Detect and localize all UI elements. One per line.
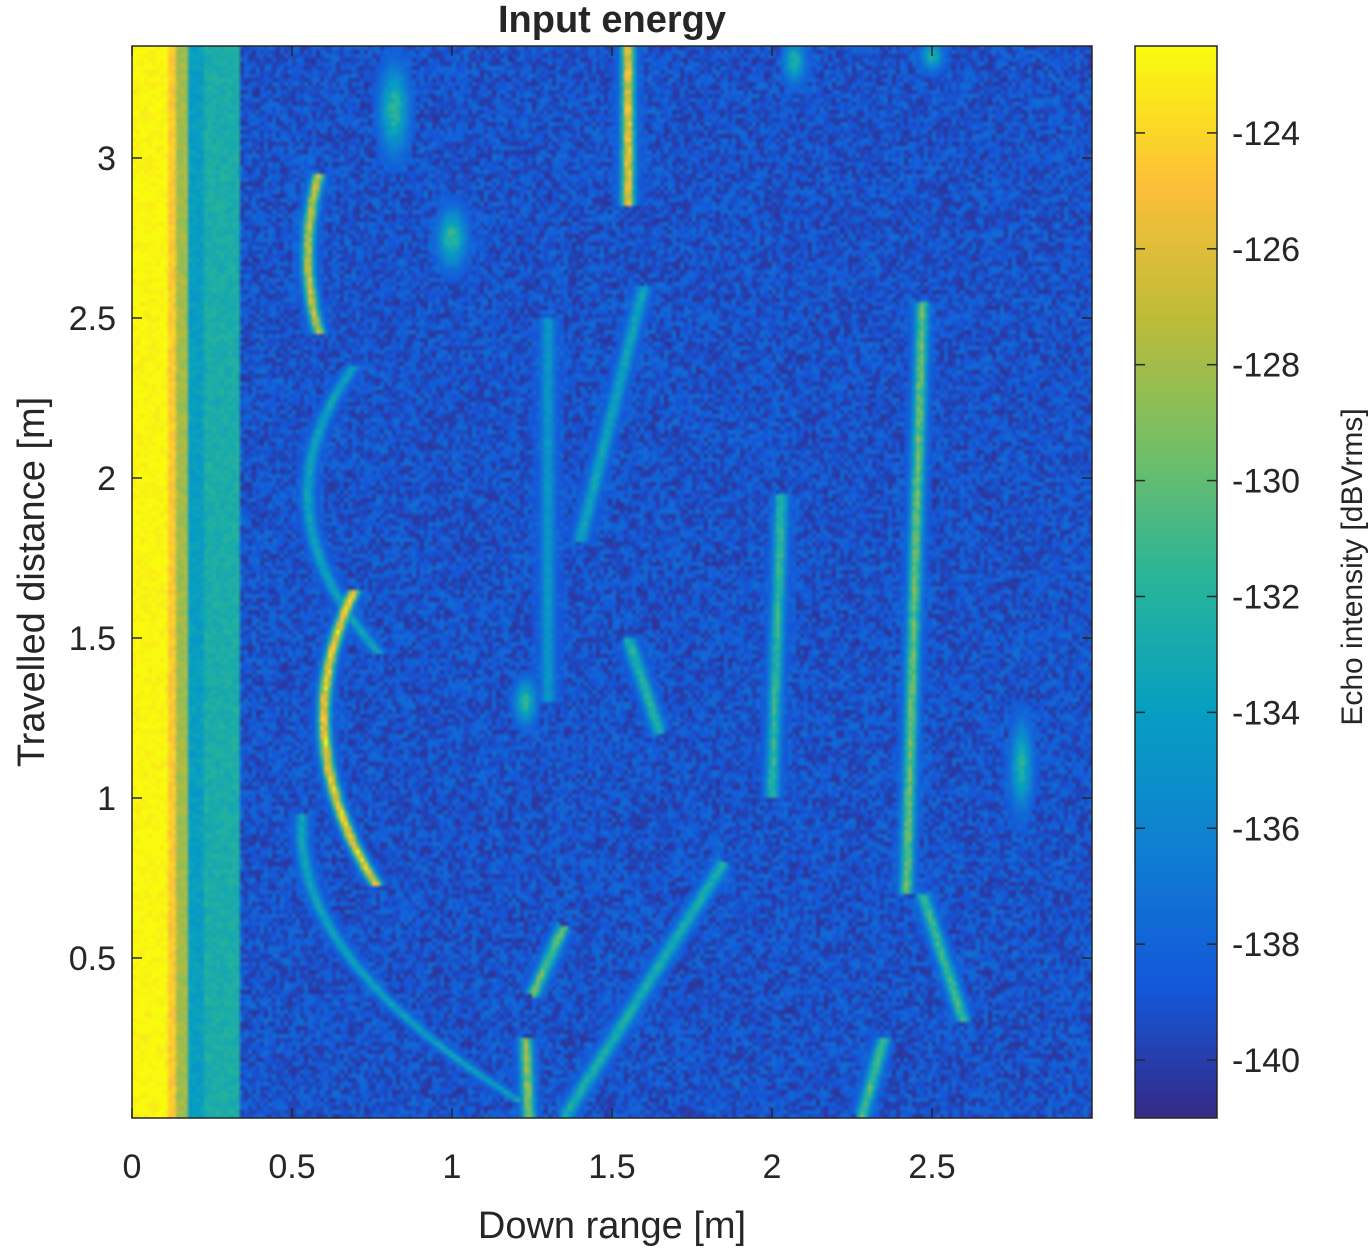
colorbar-tick-label: -138: [1232, 926, 1300, 964]
y-tick-label: 2: [97, 460, 116, 498]
colorbar-label: Echo intensity [dBVrms]: [1336, 408, 1369, 725]
x-tick-label: 1: [443, 1148, 462, 1186]
colorbar-tick-label: -124: [1232, 115, 1300, 153]
colorbar-tick-label: -140: [1232, 1042, 1300, 1080]
y-tick-label: 1.5: [69, 620, 116, 658]
heatmap-image: [132, 46, 1092, 1118]
colorbar-tick-label: -136: [1232, 810, 1300, 848]
y-tick-label: 3: [97, 140, 116, 178]
x-axis-ticks: 0 0.5 1 1.5 2 2.5: [123, 46, 956, 1186]
colorbar-ticks: -140 -138 -136 -134 -132 -130 -128 -126 -124: [1135, 115, 1300, 1080]
chart-title: Input energy: [498, 0, 726, 41]
y-tick-label: 2.5: [69, 300, 116, 338]
colorbar-frame: [1134, 45, 1218, 1119]
x-tick-label: 1.5: [588, 1148, 635, 1186]
y-tick-label: 0.5: [69, 940, 116, 978]
x-tick-label: 0: [123, 1148, 142, 1186]
x-tick-label: 0.5: [268, 1148, 315, 1186]
colorbar-tick-label: -128: [1232, 347, 1300, 385]
x-tick-label: 2: [763, 1148, 782, 1186]
colorbar-tick-label: -130: [1232, 463, 1300, 501]
colorbar-tick-label: -132: [1232, 578, 1300, 616]
y-tick-label: 1: [97, 780, 116, 818]
y-axis-ticks: 0.5 1 1.5 2 2.5 3: [69, 140, 1092, 978]
x-axis-label: Down range [m]: [478, 1205, 746, 1247]
colorbar-tick-label: -126: [1232, 231, 1300, 269]
y-axis-label: Travelled distance [m]: [11, 397, 53, 767]
colorbar-tick-label: -134: [1232, 694, 1300, 732]
plot-area-frame: [131, 45, 1093, 1119]
colorbar-gradient: [1135, 46, 1217, 1118]
x-tick-label: 2.5: [908, 1148, 955, 1186]
